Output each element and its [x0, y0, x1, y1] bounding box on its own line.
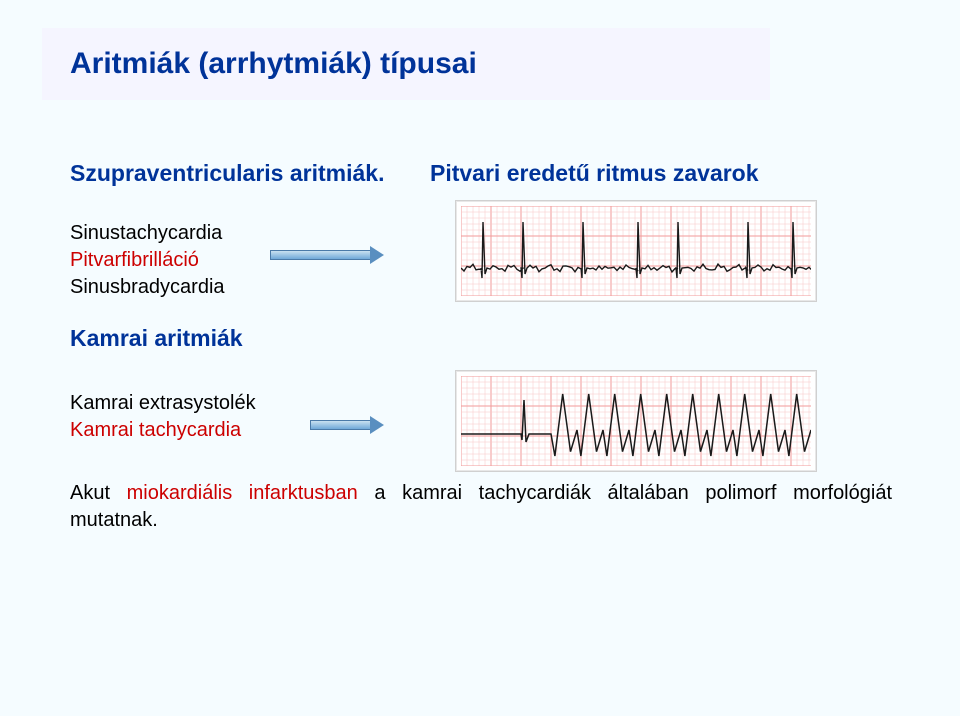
section2-heading: Kamrai aritmiák	[70, 325, 243, 352]
slide-title: Aritmiák (arrhytmiák) típusai	[70, 47, 477, 81]
group1-list: Sinustachycardia Pitvarfibrilláció Sinus…	[70, 220, 225, 301]
section1-heading-right: Pitvari eredetű ritmus zavarok	[430, 160, 759, 187]
group2-item-1: Kamrai extrasystolék	[70, 390, 256, 417]
paragraph: Akut miokardiális infarktusban a kamrai …	[70, 480, 892, 534]
arrow-to-ecg1	[270, 248, 384, 260]
section1-heading-left: Szupraventricularis aritmiák.	[70, 160, 384, 187]
group1-item-3: Sinusbradycardia	[70, 274, 225, 301]
ecg-atrial-fibrillation	[455, 200, 817, 302]
para-highlight: miokardiális infarktusban	[127, 482, 358, 504]
group1-item-1: Sinustachycardia	[70, 220, 225, 247]
ecg-ventricular-tachycardia	[455, 370, 817, 472]
para-pre: Akut	[70, 482, 127, 504]
group2-item-2: Kamrai tachycardia	[70, 417, 256, 444]
slide: Aritmiák (arrhytmiák) típusai Szupravent…	[0, 0, 960, 716]
group1-item-2: Pitvarfibrilláció	[70, 247, 225, 274]
group2-list: Kamrai extrasystolék Kamrai tachycardia	[70, 390, 256, 444]
arrow-to-ecg2	[310, 418, 384, 430]
title-box: Aritmiák (arrhytmiák) típusai	[42, 28, 770, 100]
